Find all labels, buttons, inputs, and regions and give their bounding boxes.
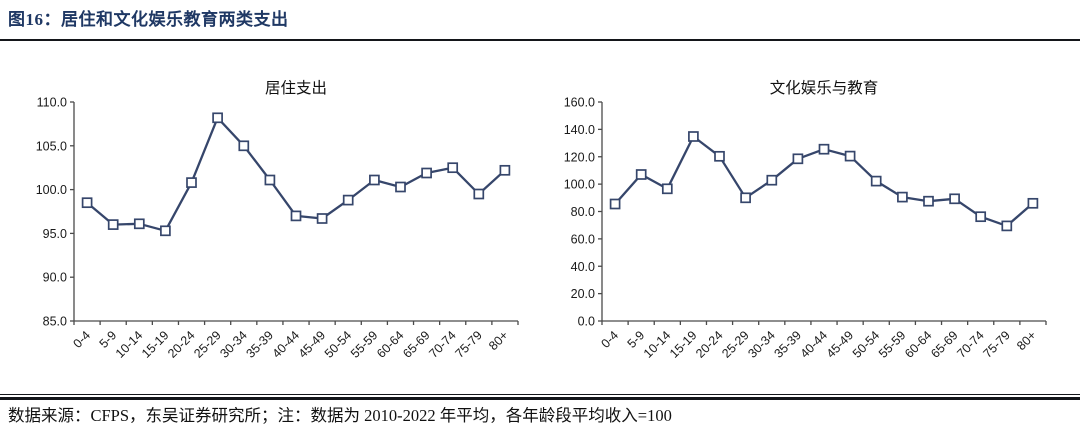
footer-divider [0,394,1080,400]
chart-title: 居住支出 [265,79,327,97]
data-point-marker [316,213,328,224]
data-point-marker [160,225,171,237]
data-point-marker [81,197,93,209]
y-tick-label: 105.0 [36,139,67,153]
chart-title: 文化娱乐与教育 [770,79,879,97]
data-point-marker [342,194,354,206]
x-tick-label: 70-74 [954,328,987,361]
data-point-marker [1027,197,1039,209]
x-tick-label: 35-39 [243,328,276,361]
x-tick-label: 60-64 [374,328,407,361]
data-point-marker [923,195,934,207]
y-tick-label: 0.0 [578,315,595,329]
x-tick-label: 65-69 [928,328,961,361]
x-tick-label: 20-24 [165,328,198,361]
data-point-marker [740,192,751,204]
x-tick-label: 35-39 [771,328,804,361]
y-tick-label: 120.0 [564,150,595,164]
data-point-marker [714,150,725,162]
data-point-marker [870,175,882,187]
x-tick-label: 60-64 [902,328,935,361]
figure-footnote: 数据来源：CFPS，东吴证券研究所；注：数据为 2010-2022 年平均，各年… [8,406,672,425]
data-point-marker [609,198,621,210]
data-point-marker [238,140,250,152]
x-tick-label: 45-49 [824,328,857,361]
x-tick-label: 50-54 [850,328,883,361]
culture-education-chart: 文化娱乐与教育 0.0 20.0 40.0 60.0 80.0 100.0 120.0 140.… [564,79,1047,361]
x-tick-label: 45-49 [296,328,329,361]
y-tick-label: 90.0 [43,271,67,285]
data-point-marker [107,219,119,230]
y-tick-label: 60.0 [571,232,595,246]
y-tick-label: 80.0 [571,205,595,219]
x-tick-label: 80+ [1014,328,1039,353]
data-point-marker [949,193,960,205]
data-point-marker [975,211,987,223]
data-point-marker [212,112,223,124]
x-tick-label: 70-74 [426,328,459,361]
charts-row: 居住支出 85.0 90.0 95.0 100.0 105.0 110.0 0-4 5-9 10-… [0,74,1080,374]
y-tick-label: 160.0 [564,96,595,110]
data-point-marker [897,191,908,203]
x-tick-label: 80+ [486,328,511,353]
x-tick-label: 55-59 [876,328,909,361]
x-tick-label: 75-79 [980,328,1013,361]
x-tick-label: 65-69 [400,328,433,361]
x-tick-label: 40-44 [270,328,303,361]
data-point-marker [447,162,459,174]
y-tick-label: 110.0 [37,96,67,110]
x-tick-label: 0-4 [598,328,621,351]
x-tick-label: 15-19 [667,328,700,361]
data-point-marker [290,210,302,222]
x-tick-label: 10-14 [641,328,674,361]
figure-title: 图16：居住和文化娱乐教育两类支出 [8,10,289,29]
data-point-marker [133,218,145,230]
data-point-marker [264,174,276,186]
data-point-marker [369,174,380,186]
data-point-marker [421,167,432,179]
data-point-marker [818,143,830,155]
y-tick-label: 100.0 [564,178,595,192]
x-tick-label: 50-54 [322,328,355,361]
data-point-marker [766,174,778,186]
data-point-marker [688,131,699,142]
x-tick-label: 0-4 [70,328,93,351]
y-tick-label: 140.0 [564,123,595,137]
x-tick-label: 30-34 [217,328,250,361]
x-tick-label: 75-79 [452,328,485,361]
x-tick-label: 30-34 [745,328,778,361]
x-tick-label: 10-14 [113,328,146,361]
data-point-marker [792,153,804,165]
y-tick-label: 100.0 [36,183,67,197]
data-point-marker [844,150,856,162]
data-point-marker [499,164,511,176]
x-tick-label: 55-59 [348,328,381,361]
x-tick-label: 15-19 [139,328,172,361]
data-point-marker [635,169,647,180]
y-tick-label: 95.0 [43,227,67,241]
y-tick-label: 20.0 [571,287,595,301]
x-tick-label: 25-29 [191,328,224,361]
figure-header: 图16：居住和文化娱乐教育两类支出 [0,0,1080,39]
data-point-marker [395,181,406,193]
data-point-marker [473,188,485,200]
data-point-marker [186,177,197,188]
header-divider [0,39,1080,41]
x-tick-label: 40-44 [798,328,831,361]
x-tick-label: 20-24 [693,328,726,361]
y-tick-label: 40.0 [571,260,595,274]
data-point-marker [1001,220,1013,232]
data-point-marker [661,183,673,195]
x-tick-label: 25-29 [719,328,752,361]
y-tick-label: 85.0 [43,315,67,329]
